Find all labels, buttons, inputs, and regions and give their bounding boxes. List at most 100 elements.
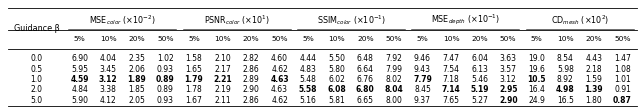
Text: 16.5: 16.5 bbox=[557, 96, 574, 104]
Text: 0.5: 0.5 bbox=[31, 65, 42, 74]
Text: 0.89: 0.89 bbox=[157, 85, 173, 94]
Text: 4.84: 4.84 bbox=[71, 85, 88, 94]
Text: MSE$_{depth}$ (×10$^{-1}$): MSE$_{depth}$ (×10$^{-1}$) bbox=[431, 13, 500, 27]
Text: 6.08: 6.08 bbox=[328, 85, 346, 94]
Text: 5.95: 5.95 bbox=[71, 65, 88, 74]
Text: 7.79: 7.79 bbox=[413, 75, 432, 84]
Text: 1.89: 1.89 bbox=[127, 75, 146, 84]
Text: 1.80: 1.80 bbox=[586, 96, 602, 104]
Text: 5.16: 5.16 bbox=[300, 96, 317, 104]
Text: 5.0: 5.0 bbox=[31, 96, 42, 104]
Text: 4.62: 4.62 bbox=[271, 96, 288, 104]
Text: 10%: 10% bbox=[557, 36, 573, 42]
Text: 4.44: 4.44 bbox=[300, 54, 317, 63]
Text: 4.60: 4.60 bbox=[271, 54, 288, 63]
Text: 3.45: 3.45 bbox=[100, 65, 116, 74]
Text: 2.86: 2.86 bbox=[243, 96, 259, 104]
Text: 20%: 20% bbox=[471, 36, 488, 42]
Text: 4.43: 4.43 bbox=[586, 54, 602, 63]
Text: 9.46: 9.46 bbox=[414, 54, 431, 63]
Text: 5%: 5% bbox=[74, 36, 86, 42]
Text: 10.5: 10.5 bbox=[527, 75, 546, 84]
Text: 50%: 50% bbox=[271, 36, 288, 42]
Text: 5%: 5% bbox=[531, 36, 543, 42]
Text: 7.92: 7.92 bbox=[385, 54, 403, 63]
Text: 2.06: 2.06 bbox=[128, 65, 145, 74]
Text: 5.98: 5.98 bbox=[557, 65, 574, 74]
Text: 9.43: 9.43 bbox=[414, 65, 431, 74]
Text: 1.01: 1.01 bbox=[614, 75, 631, 84]
Text: 6.80: 6.80 bbox=[356, 85, 374, 94]
Text: 1.85: 1.85 bbox=[129, 85, 145, 94]
Text: 5%: 5% bbox=[188, 36, 200, 42]
Text: 7.18: 7.18 bbox=[443, 75, 460, 84]
Text: 2.19: 2.19 bbox=[214, 85, 231, 94]
Text: 5.90: 5.90 bbox=[71, 96, 88, 104]
Text: 7.65: 7.65 bbox=[442, 96, 460, 104]
Text: 8.54: 8.54 bbox=[557, 54, 574, 63]
Text: 7.54: 7.54 bbox=[442, 65, 460, 74]
Text: 2.17: 2.17 bbox=[214, 65, 231, 74]
Text: 1.02: 1.02 bbox=[157, 54, 173, 63]
Text: 5.46: 5.46 bbox=[471, 75, 488, 84]
Text: 8.00: 8.00 bbox=[385, 96, 403, 104]
Text: 5%: 5% bbox=[417, 36, 428, 42]
Text: 1.79: 1.79 bbox=[184, 75, 204, 84]
Text: 20%: 20% bbox=[586, 36, 602, 42]
Text: 2.21: 2.21 bbox=[213, 75, 232, 84]
Text: 7.14: 7.14 bbox=[442, 85, 460, 94]
Text: Guidance β: Guidance β bbox=[13, 24, 60, 33]
Text: 3.57: 3.57 bbox=[500, 65, 516, 74]
Text: 6.04: 6.04 bbox=[471, 54, 488, 63]
Text: 3.38: 3.38 bbox=[100, 85, 116, 94]
Text: 6.76: 6.76 bbox=[357, 75, 374, 84]
Text: 4.12: 4.12 bbox=[100, 96, 116, 104]
Text: 6.64: 6.64 bbox=[357, 65, 374, 74]
Text: 10%: 10% bbox=[100, 36, 116, 42]
Text: 5.58: 5.58 bbox=[299, 85, 317, 94]
Text: 8.04: 8.04 bbox=[385, 85, 403, 94]
Text: 4.04: 4.04 bbox=[100, 54, 116, 63]
Text: 2.11: 2.11 bbox=[214, 96, 231, 104]
Text: 5.48: 5.48 bbox=[300, 75, 317, 84]
Text: 9.37: 9.37 bbox=[414, 96, 431, 104]
Text: 6.13: 6.13 bbox=[471, 65, 488, 74]
Text: 0.89: 0.89 bbox=[156, 75, 175, 84]
Text: CD$_{mesh}$ (×10$^{2}$): CD$_{mesh}$ (×10$^{2}$) bbox=[550, 13, 609, 27]
Text: 2.10: 2.10 bbox=[214, 54, 231, 63]
Text: 50%: 50% bbox=[386, 36, 402, 42]
Text: 2.35: 2.35 bbox=[128, 54, 145, 63]
Text: 5.50: 5.50 bbox=[328, 54, 345, 63]
Text: 4.98: 4.98 bbox=[556, 85, 575, 94]
Text: 6.02: 6.02 bbox=[328, 75, 345, 84]
Text: 24.9: 24.9 bbox=[529, 96, 545, 104]
Text: 20%: 20% bbox=[243, 36, 259, 42]
Text: 50%: 50% bbox=[614, 36, 631, 42]
Text: 1.59: 1.59 bbox=[586, 75, 602, 84]
Text: 1.0: 1.0 bbox=[31, 75, 42, 84]
Text: 5.27: 5.27 bbox=[471, 96, 488, 104]
Text: 10%: 10% bbox=[214, 36, 231, 42]
Text: 4.62: 4.62 bbox=[271, 65, 288, 74]
Text: 6.65: 6.65 bbox=[357, 96, 374, 104]
Text: 4.63: 4.63 bbox=[271, 85, 288, 94]
Text: 8.45: 8.45 bbox=[414, 85, 431, 94]
Text: 5%: 5% bbox=[302, 36, 314, 42]
Text: 19.6: 19.6 bbox=[529, 65, 545, 74]
Text: 1.78: 1.78 bbox=[186, 85, 202, 94]
Text: 0.93: 0.93 bbox=[157, 65, 174, 74]
Text: 3.12: 3.12 bbox=[500, 75, 516, 84]
Text: 50%: 50% bbox=[500, 36, 516, 42]
Text: 10%: 10% bbox=[443, 36, 460, 42]
Text: 3.63: 3.63 bbox=[500, 54, 516, 63]
Text: 1.39: 1.39 bbox=[584, 85, 604, 94]
Text: 2.18: 2.18 bbox=[586, 65, 602, 74]
Text: 4.83: 4.83 bbox=[300, 65, 317, 74]
Text: 2.86: 2.86 bbox=[243, 65, 259, 74]
Text: 1.47: 1.47 bbox=[614, 54, 631, 63]
Text: 2.89: 2.89 bbox=[243, 75, 259, 84]
Text: MSE$_{color}$ (×10$^{-2}$): MSE$_{color}$ (×10$^{-2}$) bbox=[89, 13, 156, 27]
Text: 7.99: 7.99 bbox=[385, 65, 403, 74]
Text: 2.82: 2.82 bbox=[243, 54, 259, 63]
Text: 0.91: 0.91 bbox=[614, 85, 631, 94]
